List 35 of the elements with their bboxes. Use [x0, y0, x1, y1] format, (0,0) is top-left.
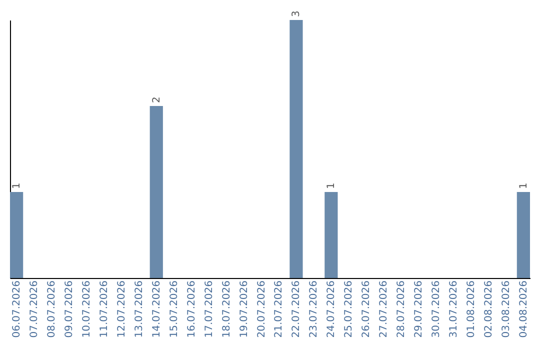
x-tick-label: 02.08.2026	[483, 280, 494, 338]
x-tick-label: 06.07.2026	[12, 280, 23, 338]
x-tick-label: 29.07.2026	[414, 280, 425, 338]
x-tick-label: 20.07.2026	[256, 280, 268, 338]
x-tick-label: 26.07.2026	[361, 280, 372, 338]
x-tick-label: 28.07.2026	[396, 280, 408, 338]
x-tick-label: 13.07.2026	[134, 280, 145, 338]
x-tick-label: 08.07.2026	[46, 280, 58, 338]
x-tick-label: 16.07.2026	[186, 280, 198, 338]
data-label: 2	[151, 96, 162, 103]
x-tick-label: 30.07.2026	[431, 280, 442, 338]
x-tick-label: 23.07.2026	[308, 280, 320, 338]
x-tick-label: 27.07.2026	[378, 280, 390, 338]
data-label: 3	[291, 10, 302, 17]
x-tick-label: 14.07.2026	[151, 280, 162, 338]
x-tick-label: 07.07.2026	[29, 280, 40, 338]
x-tick-label: 21.07.2026	[274, 280, 285, 338]
x-tick-label: 18.07.2026	[221, 280, 232, 338]
x-tick-label: 11.07.2026	[98, 280, 110, 338]
x-tick-label: 01.08.2026	[466, 280, 478, 338]
x-tick-label: 17.07.2026	[204, 280, 215, 338]
x-tick-label: 12.07.2026	[116, 280, 128, 338]
x-tick-label: 10.07.2026	[81, 280, 92, 338]
x-tick-label: 03.08.2026	[500, 280, 512, 338]
data-label: 1	[12, 182, 23, 189]
data-label: 1	[518, 182, 530, 189]
x-tick-label: 24.07.2026	[326, 280, 338, 338]
x-tick-label: 15.07.2026	[168, 280, 180, 338]
x-tick-label: 09.07.2026	[64, 280, 75, 338]
x-tick-label: 25.07.2026	[344, 280, 355, 338]
data-label: 1	[326, 182, 338, 189]
x-tick-label: 04.08.2026	[518, 280, 530, 338]
x-tick-label: 22.07.2026	[291, 280, 302, 338]
x-tick-label: 19.07.2026	[238, 280, 250, 338]
x-tick-label: 31.07.2026	[448, 280, 460, 338]
